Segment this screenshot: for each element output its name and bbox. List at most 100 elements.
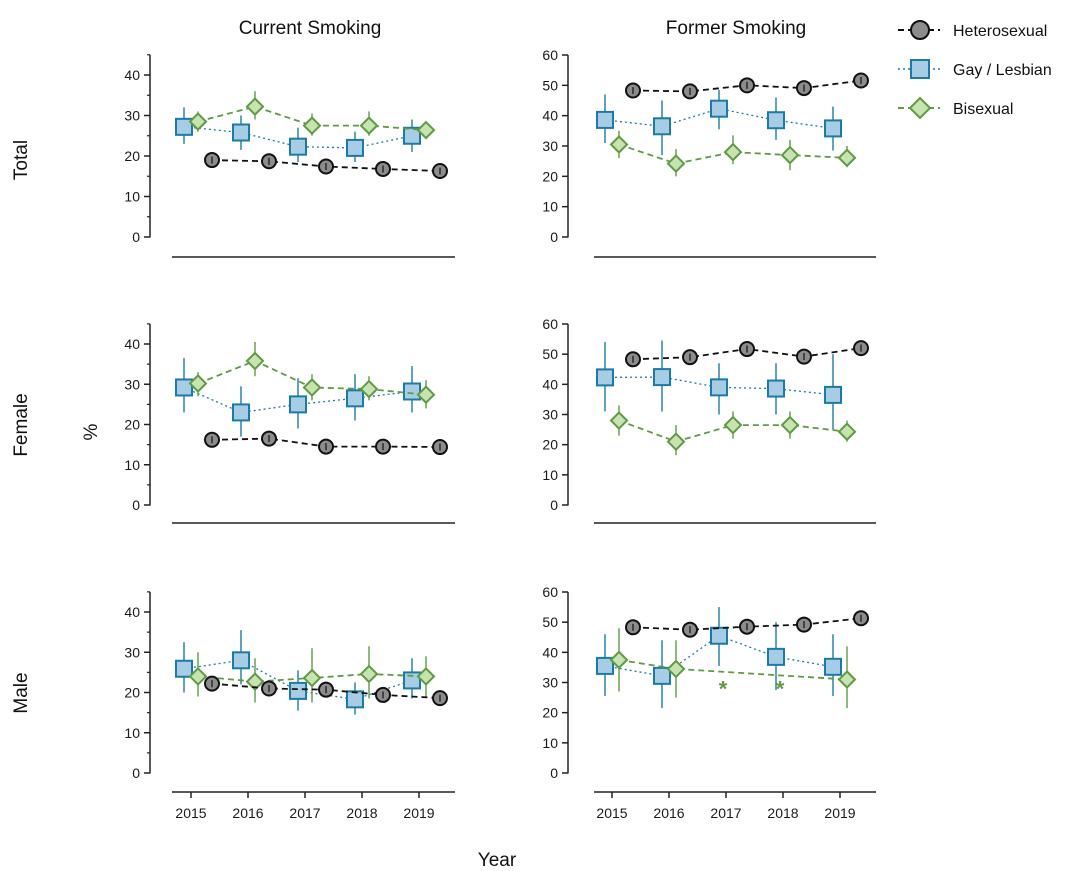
y-tick-label: 40	[124, 336, 140, 352]
legend: Heterosexual Gay / Lesbian Bisexual	[898, 20, 1052, 120]
y-tick-label: 30	[124, 108, 140, 124]
series-heterosexual	[625, 72, 869, 100]
y-axis-label: %	[81, 423, 102, 440]
y-tick-label: 20	[124, 148, 140, 164]
legend-item-gay-lesbian: Gay / Lesbian	[898, 59, 1052, 79]
point-gay-lesbian-2017	[710, 378, 728, 397]
point-gay-lesbian-2019	[824, 119, 842, 138]
col-title-former: Former Smoking	[666, 18, 806, 39]
y-tick-label: 10	[124, 725, 140, 741]
point-bisexual-2019	[837, 148, 857, 168]
y-tick-label: 30	[542, 138, 558, 154]
point-gay-lesbian-2018	[767, 647, 785, 666]
x-tick-label: 2015	[175, 805, 206, 821]
legend-item-heterosexual: Heterosexual	[898, 20, 1047, 40]
y-tick-label: 0	[132, 497, 140, 513]
x-tick-label: 2016	[653, 805, 684, 821]
y-tick-label: 40	[124, 67, 140, 83]
point-bisexual-2018	[359, 379, 379, 399]
point-bisexual-2019	[837, 422, 857, 442]
x-tick-label: 2016	[232, 805, 263, 821]
row-label-total: Total	[11, 140, 32, 180]
y-tick-label: 60	[542, 584, 558, 600]
point-gay-lesbian-2019	[403, 126, 421, 145]
point-gay-lesbian-2018	[346, 690, 364, 709]
point-bisexual-2018	[780, 145, 800, 165]
point-bisexual-2019	[416, 666, 436, 686]
point-bisexual-2015	[609, 135, 629, 154]
point-gay-lesbian-2015	[596, 368, 614, 387]
legend-item-bisexual: Bisexual	[898, 96, 1013, 120]
y-tick-label: 0	[550, 229, 558, 245]
point-gay-lesbian-2019	[403, 382, 421, 401]
point-gay-lesbian-2015	[596, 110, 614, 129]
series-bisexual	[609, 628, 857, 709]
series-gay-lesbian	[175, 107, 421, 163]
x-tick-label: 2019	[824, 805, 855, 821]
point-gay-lesbian-2019	[824, 657, 842, 676]
point-bisexual-2019	[416, 120, 436, 140]
point-gay-lesbian-2016	[653, 666, 671, 685]
panel-male-former-smoking: 0 10 20 30 40 50 60 2015 2016 2017 2018 2019 * *	[542, 584, 876, 821]
point-gay-lesbian-2018	[346, 389, 364, 408]
point-gay-lesbian-2015	[175, 659, 193, 678]
y-tick-label: 30	[124, 376, 140, 392]
legend-label-bisexual: Bisexual	[953, 101, 1013, 118]
point-bisexual-2015	[188, 112, 208, 131]
point-gay-lesbian-2017	[289, 395, 307, 414]
point-bisexual-2018	[359, 664, 379, 684]
row-label-male: Male	[11, 672, 32, 713]
point-bisexual-2015	[609, 650, 629, 670]
series-line-bisexual	[197, 105, 427, 131]
point-gay-lesbian-2015	[596, 656, 614, 675]
series-bisexual	[188, 341, 436, 409]
point-gay-lesbian-2016	[232, 123, 250, 142]
y-tick-label: 10	[124, 457, 140, 473]
series-bisexual	[609, 405, 857, 456]
y-tick-label: 0	[132, 229, 140, 245]
series-line-gay-lesbian	[604, 376, 834, 396]
x-tick-label: 2018	[767, 805, 798, 821]
x-tick-label: 2017	[289, 805, 320, 821]
y-tick-label: 30	[542, 407, 558, 423]
point-gay-lesbian-2017	[710, 626, 728, 645]
series-gay-lesbian	[175, 630, 421, 715]
legend-marker-bisexual	[908, 96, 932, 120]
y-tick-label: 40	[542, 644, 558, 660]
legend-label-gay-lesbian: Gay / Lesbian	[953, 62, 1052, 79]
point-gay-lesbian-2017	[289, 681, 307, 700]
x-tick-label: 2019	[403, 805, 434, 821]
point-bisexual-2017	[723, 142, 743, 162]
series-heterosexual	[204, 675, 448, 707]
y-tick-label: 10	[542, 735, 558, 751]
y-tick-label: 40	[542, 108, 558, 124]
point-gay-lesbian-2018	[346, 138, 364, 157]
point-bisexual-2019	[416, 385, 436, 405]
series-heterosexual	[625, 610, 869, 638]
y-tick-label: 60	[542, 316, 558, 332]
point-bisexual-2018	[359, 116, 379, 136]
y-tick-label: 40	[542, 376, 558, 392]
point-gay-lesbian-2017	[289, 137, 307, 156]
point-gay-lesbian-2018	[767, 379, 785, 398]
x-tick-label: 2015	[596, 805, 627, 821]
y-tick-label: 0	[132, 765, 140, 781]
y-tick-label: 0	[550, 765, 558, 781]
series-heterosexual	[204, 430, 448, 456]
series-heterosexual	[204, 152, 448, 179]
y-tick-label: 20	[542, 168, 558, 184]
point-bisexual-2015	[188, 666, 208, 686]
legend-marker-heterosexual	[910, 20, 930, 40]
series-heterosexual	[625, 340, 869, 368]
series-line-bisexual	[618, 659, 848, 681]
y-tick-label: 0	[550, 497, 558, 513]
point-bisexual-2016	[666, 659, 686, 679]
point-gay-lesbian-2019	[824, 385, 842, 404]
x-tick-label: 2018	[346, 805, 377, 821]
point-gay-lesbian-2016	[653, 117, 671, 136]
annotation-asterisk: *	[776, 677, 785, 702]
y-tick-label: 20	[124, 417, 140, 433]
y-tick-label: 50	[542, 614, 558, 630]
col-title-current: Current Smoking	[239, 18, 382, 39]
